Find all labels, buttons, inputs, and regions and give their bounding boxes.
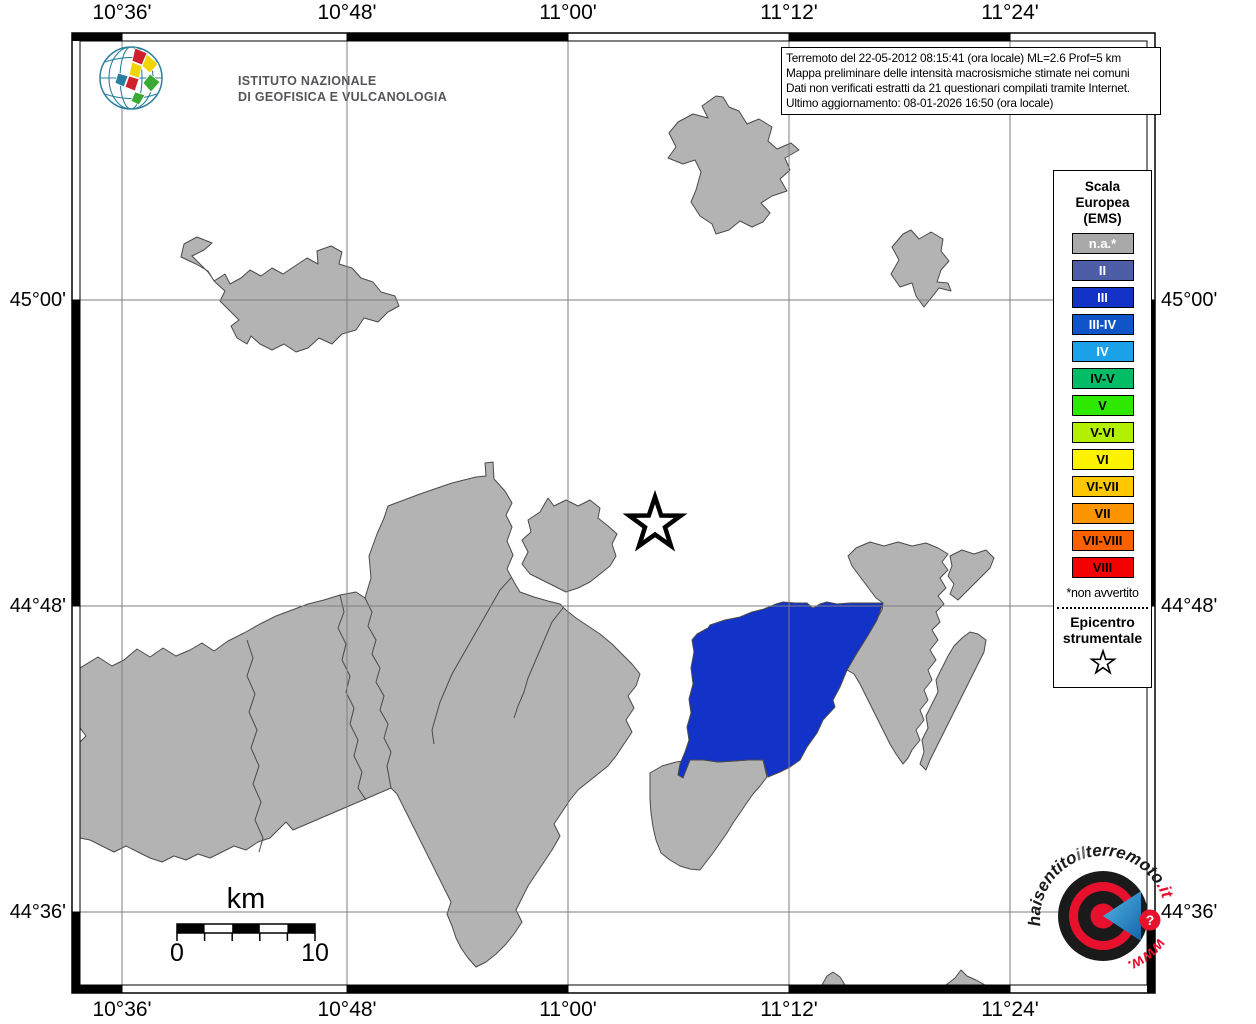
axis-label-left: 45°00' (9, 289, 66, 311)
scale-start-label: 0 (170, 939, 184, 967)
legend-item-vi: VI (1071, 449, 1134, 470)
legend-title: Scala Europea (EMS) (1075, 179, 1130, 226)
graticule-grid (80, 41, 1147, 985)
question-badge (1139, 909, 1161, 931)
scale-unit-label: km (226, 883, 266, 915)
axis-label-top: 10°36' (92, 1, 152, 24)
legend-item-iv: IV (1071, 341, 1134, 362)
axis-label-right: 44°48' (1161, 595, 1218, 617)
legend-item-viii: VIII (1071, 557, 1134, 578)
earthquake-info-box: Terremoto del 22-05-2012 08:15:41 (ora l… (781, 47, 1161, 115)
legend-item-ii: II (1071, 260, 1134, 281)
legend-item-iii: III (1071, 287, 1134, 308)
municipality-inner-borders (246, 577, 564, 853)
municipality-polygon (821, 971, 846, 985)
legend-item-na: n.a.* (1071, 233, 1134, 254)
axis-label-right: 44°36' (1161, 901, 1218, 923)
axis-label-bottom: 11°00' (539, 998, 597, 1021)
question-mark: ? (1146, 912, 1155, 928)
municipality-polygon (919, 631, 987, 771)
municipality-polygon (945, 969, 986, 985)
epicenter-legend-star-icon (1088, 648, 1117, 675)
epicenter-legend-title: Epicentro strumentale (1062, 614, 1143, 646)
legend-item-vi-vii: VI-VII (1071, 476, 1134, 497)
ingv-globe-logo (99, 46, 163, 110)
map-frame (71, 32, 1156, 994)
megaphone-icon (1103, 891, 1141, 941)
legend-footnote: *non avvertito (1066, 586, 1139, 600)
axis-label-left: 44°48' (9, 595, 66, 617)
legend-item-vii-viii: VII-VIII (1071, 530, 1134, 551)
ingv-line-1: ISTITUTO NAZIONALE (238, 74, 377, 88)
municipality-polygon (180, 236, 400, 353)
axis-label-top: 11°24' (981, 1, 1039, 24)
axis-label-top: 10°48' (317, 1, 377, 24)
legend-item-v-vi: V-VI (1071, 422, 1134, 443)
axis-label-bottom: 11°12' (760, 998, 818, 1021)
epicenter-star-icon (622, 489, 688, 552)
legend-item-iv-v: IV-V (1071, 368, 1134, 389)
axis-label-top: 11°00' (539, 1, 597, 24)
axis-label-bottom: 11°24' (981, 998, 1039, 1021)
ingv-wordmark: ISTITUTO NAZIONALE DI GEOFISICA E VULCAN… (238, 73, 447, 105)
municipality-polygon (521, 497, 618, 593)
info-line-data: Dati non verificati estratti da 21 quest… (786, 81, 1130, 96)
ems-legend: Scala Europea (EMS) n.a.* II III III-IV … (1053, 170, 1152, 688)
info-line-map: Mappa preliminare delle intensità macros… (786, 66, 1130, 81)
axis-label-left: 44°36' (9, 901, 66, 923)
axis-label-right: 45°00' (1161, 289, 1218, 311)
municipality-polygon (80, 461, 641, 968)
axis-label-top: 11°12' (760, 1, 818, 24)
legend-item-vii: VII (1071, 503, 1134, 524)
municipality-polygon (649, 759, 768, 871)
ingv-line-2: DI GEOFISICA E VULCANOLOGIA (238, 90, 448, 104)
municipalities-land (80, 95, 995, 985)
municipality-polygon (890, 229, 952, 308)
legend-item-iii-iv: III-IV (1071, 314, 1134, 335)
municipality-intensity-iii-polygon (677, 601, 884, 779)
axis-label-bottom: 10°48' (317, 998, 377, 1021)
axis-label-bottom: 10°36' (92, 998, 152, 1021)
info-line-event: Terremoto del 22-05-2012 08:15:41 (ora l… (786, 51, 1121, 65)
municipality-polygon (667, 95, 800, 235)
municipality-polygon (947, 549, 995, 601)
legend-divider (1057, 607, 1148, 609)
scale-end-label: 10 (301, 939, 329, 967)
scale-bar (176, 923, 316, 941)
legend-item-v: V (1071, 395, 1134, 416)
info-line-update: Ultimo aggiornamento: 08-01-2026 16:50 (… (786, 96, 1054, 111)
